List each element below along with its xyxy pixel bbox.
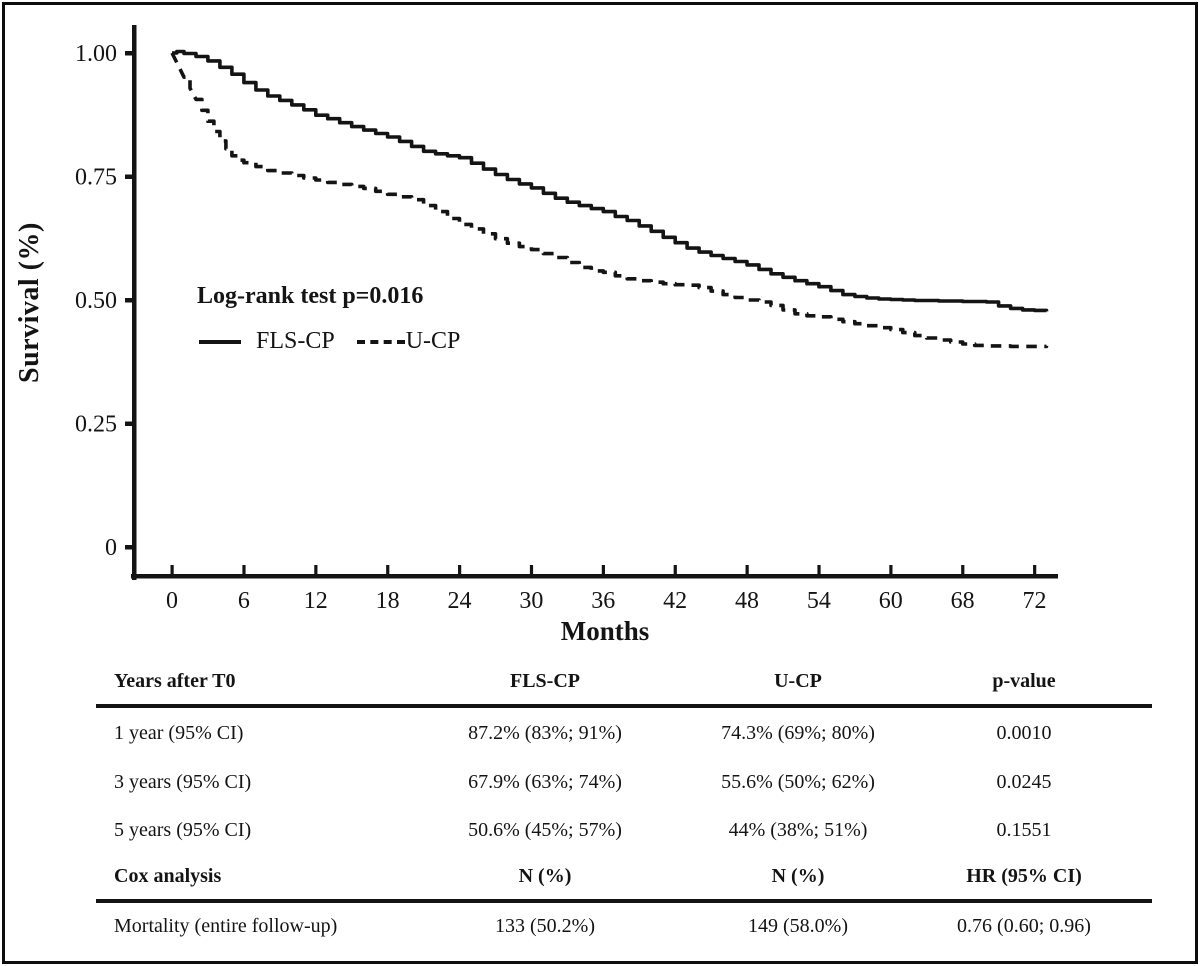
table-cell: 133 (50.2%) — [495, 915, 595, 937]
table-cell: 50.6% (45%; 57%) — [468, 819, 622, 841]
x-tick-label: 30 — [519, 588, 543, 614]
table-cell: N (%) — [518, 865, 572, 887]
table-cell: 0.76 (0.60; 0.96) — [957, 915, 1091, 937]
table-cell: 44% (38%; 51%) — [728, 819, 868, 841]
x-tick-label: 48 — [735, 588, 759, 614]
table-header-row: Cox analysis N (%) N (%) HR (95% CI) — [96, 854, 1152, 899]
x-tick-label: 54 — [807, 588, 831, 614]
table-cell: 67.9% (63%; 74%) — [468, 771, 622, 793]
table-rule — [96, 704, 1152, 708]
table-cell: 0.1551 — [996, 819, 1052, 841]
survival-statistics-table: Years after T0 FLS-CP U-CP p-value 1 year (9… — [96, 658, 1152, 950]
table-cell: HR (95% CI) — [966, 865, 1082, 887]
y-axis-line — [132, 25, 137, 580]
x-tick-label: 72 — [1023, 588, 1047, 614]
x-tick-label: 12 — [304, 588, 328, 614]
y-tick — [125, 51, 133, 56]
km-curve-fls-cp — [172, 49, 1049, 313]
legend-label-fls-cp: FLS-CP — [256, 328, 335, 354]
y-tick — [125, 298, 133, 303]
x-tick — [242, 565, 246, 575]
table-cell: Years after T0 — [114, 669, 236, 692]
x-tick-label: 60 — [879, 588, 903, 614]
table-cell: U-CP — [774, 669, 822, 692]
table-row: 5 years (95% CI) 50.6% (45%; 57%) 44% (38%… — [96, 807, 1152, 854]
x-tick — [745, 565, 749, 575]
table-row: 1 year (95% CI) 87.2% (83%; 91%) 74.3% (69… — [96, 708, 1152, 758]
table-cell: 74.3% (69%; 80%) — [721, 721, 875, 744]
table-rule — [96, 899, 1152, 903]
y-tick — [125, 174, 133, 179]
y-tick-label: 0.50 — [75, 288, 117, 314]
table-cell: Cox analysis — [114, 865, 222, 887]
table-cell: 1 year (95% CI) — [114, 721, 244, 744]
x-tick — [458, 565, 462, 575]
y-axis-title: Survival (%) — [14, 222, 45, 384]
table-cell: FLS-CP — [510, 669, 580, 692]
x-tick-label: 0 — [166, 588, 178, 614]
x-tick-label: 36 — [591, 588, 615, 614]
x-tick — [601, 565, 605, 575]
x-tick — [314, 565, 318, 575]
x-axis-line — [131, 574, 1058, 579]
x-tick — [961, 565, 965, 575]
table-cell: 5 years (95% CI) — [114, 819, 252, 841]
table-cell: 87.2% (83%; 91%) — [468, 721, 622, 744]
table-cell: 3 years (95% CI) — [114, 771, 252, 793]
x-tick-label: 24 — [448, 588, 472, 614]
table-cell: Mortality (entire follow-up) — [114, 915, 338, 937]
y-tick — [125, 421, 133, 426]
table-row: 3 years (95% CI) 67.9% (63%; 74%) 55.6% (5… — [96, 758, 1152, 807]
x-tick-label: 42 — [663, 588, 687, 614]
logrank-annotation: Log-rank test p=0.016 — [197, 283, 424, 309]
x-tick — [673, 565, 677, 575]
x-tick-label: 6 — [238, 588, 250, 614]
y-tick — [125, 545, 133, 550]
x-tick — [529, 565, 534, 575]
table-cell: 149 (58.0%) — [748, 915, 848, 937]
table-cell: 0.0245 — [996, 771, 1052, 793]
y-tick-label: 1.00 — [75, 41, 117, 67]
table-cell: 0.0010 — [996, 721, 1052, 744]
x-tick — [889, 565, 893, 575]
y-tick-label: 0 — [105, 535, 117, 561]
legend-label-u-cp: U-CP — [405, 328, 461, 354]
x-tick-label: 68 — [951, 588, 975, 614]
y-tick-label: 0.75 — [75, 165, 117, 191]
x-tick-label: 18 — [376, 588, 400, 614]
table-cell: N (%) — [771, 865, 825, 887]
y-tick-label: 0.25 — [75, 412, 117, 438]
legend-dashed-line-sample — [356, 339, 405, 344]
km-curve-u-cp — [170, 52, 1049, 349]
table-cell: p-value — [992, 669, 1056, 692]
legend-solid-line-sample — [199, 339, 241, 344]
plot-legend: FLS-CP U-CP — [199, 328, 460, 355]
table-row: Mortality (entire follow-up) 133 (50.2%) 1… — [96, 903, 1152, 950]
x-tick — [1033, 565, 1037, 575]
table-cell: 55.6% (50%; 62%) — [721, 771, 875, 793]
x-axis-title: Months — [560, 616, 650, 646]
x-tick — [817, 565, 821, 575]
survival-plot: 1.00 0.75 0.50 0.25 0 0 6 12 18 24 30 36 42 48 54 60 68 7… — [75, 25, 1058, 614]
table-header-row: Years after T0 FLS-CP U-CP p-value — [96, 658, 1152, 704]
x-tick — [170, 565, 174, 575]
x-tick — [386, 565, 390, 575]
